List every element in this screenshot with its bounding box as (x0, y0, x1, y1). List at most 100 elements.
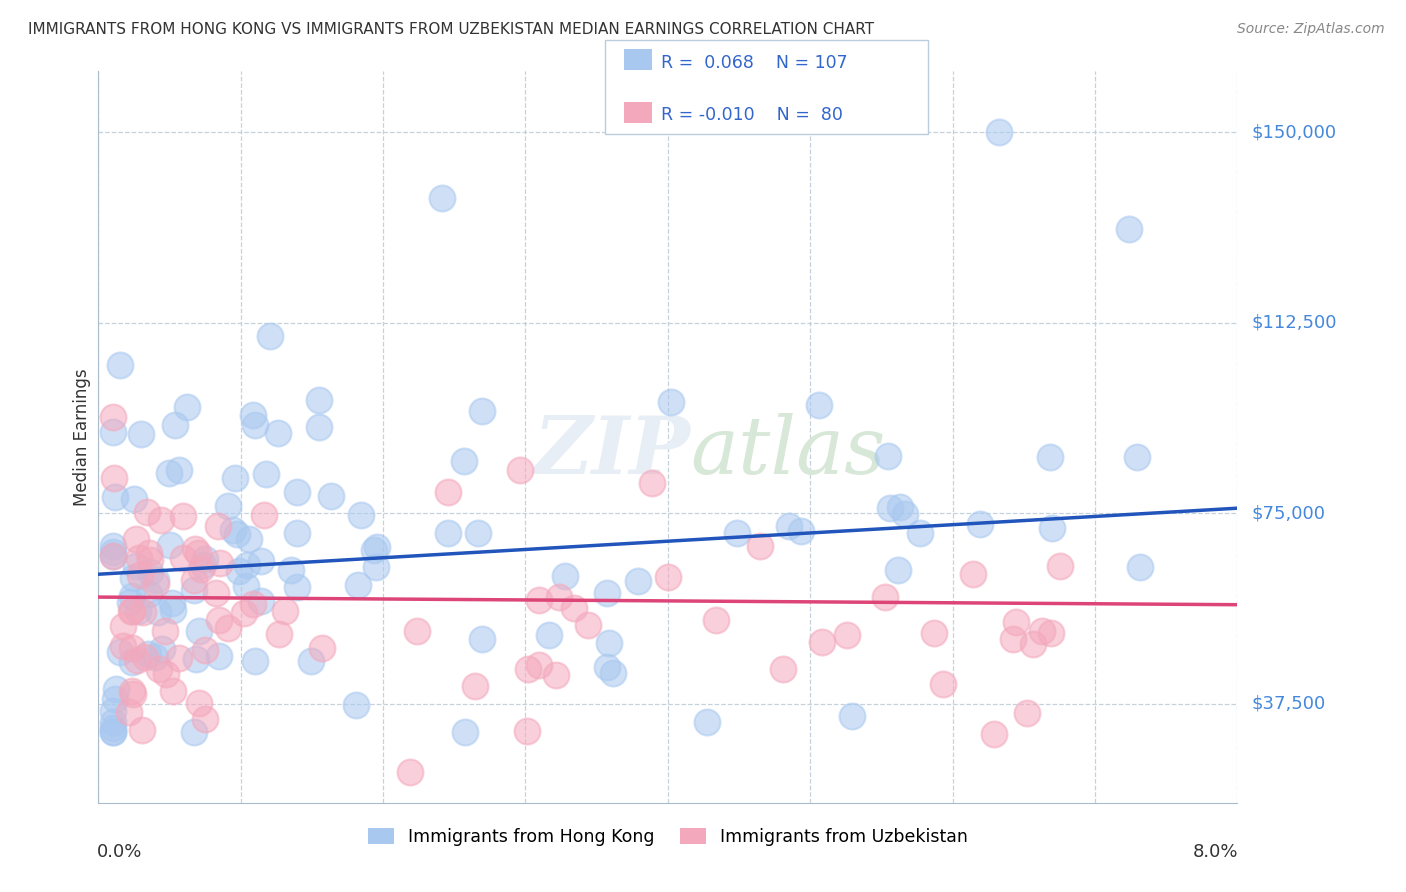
Point (876, 449, 898, 463)
Point (108, 359, 131, 373)
Point (983, 727, 1005, 741)
Point (562, 601, 585, 615)
Point (194, 712, 217, 726)
Point (471, 632, 494, 647)
Point (509, 463, 531, 477)
Point (163, 418, 186, 433)
Point (121, 684, 143, 698)
Point (125, 533, 148, 547)
Point (183, 574, 205, 588)
Point (167, 650, 190, 665)
Point (547, 590, 569, 604)
Point (190, 561, 212, 575)
Point (285, 484, 308, 499)
Point (150, 642, 173, 657)
Point (894, 507, 917, 521)
Point (136, 647, 159, 661)
Point (143, 650, 166, 665)
Point (101, 545, 124, 559)
Point (122, 571, 145, 585)
Point (250, 594, 273, 608)
Point (274, 603, 297, 617)
Point (748, 539, 770, 553)
Point (250, 554, 273, 568)
Point (344, 698, 367, 712)
Point (808, 398, 831, 412)
Point (103, 471, 125, 485)
Point (725, 526, 748, 541)
Point (242, 598, 264, 612)
Point (217, 499, 239, 513)
Point (138, 565, 160, 579)
Point (129, 426, 152, 441)
Point (101, 714, 124, 729)
Point (131, 723, 153, 737)
Point (145, 573, 167, 587)
Text: IMMIGRANTS FROM HONG KONG VS IMMIGRANTS FROM UZBEKISTAN MEDIAN EARNINGS CORRELAT: IMMIGRANTS FROM HONG KONG VS IMMIGRANTS … (28, 22, 875, 37)
Point (399, 765, 422, 780)
Point (987, 125, 1010, 139)
Point (962, 566, 984, 581)
Point (319, 489, 342, 503)
Point (254, 467, 277, 482)
Point (101, 724, 124, 739)
Point (187, 545, 209, 559)
Point (136, 505, 159, 519)
Point (1049, 558, 1071, 573)
Point (285, 580, 308, 594)
Point (554, 568, 576, 582)
Point (430, 191, 453, 205)
Point (157, 467, 180, 481)
Point (121, 640, 143, 655)
Point (529, 593, 551, 607)
Point (129, 568, 152, 582)
Point (1129, 560, 1152, 574)
Point (125, 558, 148, 573)
Point (128, 550, 150, 565)
Point (221, 523, 243, 537)
Text: Source: ZipAtlas.com: Source: ZipAtlas.com (1237, 22, 1385, 37)
Point (811, 634, 834, 648)
Point (696, 714, 718, 729)
Point (104, 691, 127, 706)
Point (194, 642, 217, 657)
Point (208, 556, 231, 570)
Point (111, 619, 134, 633)
Point (453, 724, 475, 739)
Text: atlas: atlas (690, 413, 886, 491)
Point (704, 613, 727, 627)
Point (908, 525, 931, 540)
Point (308, 393, 330, 408)
Point (308, 419, 330, 434)
Text: R =  0.068    N = 107: R = 0.068 N = 107 (661, 54, 848, 71)
Text: R = -0.010    N =  80: R = -0.010 N = 80 (661, 106, 842, 124)
Point (1031, 624, 1053, 639)
Point (101, 724, 124, 739)
Point (162, 603, 184, 617)
Point (224, 471, 246, 485)
Point (159, 538, 181, 552)
Point (184, 541, 207, 556)
Text: $150,000: $150,000 (1251, 123, 1336, 141)
Point (879, 500, 901, 515)
Point (299, 654, 322, 668)
Point (1002, 632, 1025, 647)
Point (267, 425, 290, 440)
Point (1125, 450, 1147, 464)
Point (453, 453, 475, 467)
Point (527, 658, 550, 673)
Point (121, 589, 143, 603)
Point (205, 585, 228, 599)
Point (118, 594, 141, 608)
Point (789, 524, 811, 539)
Point (537, 628, 560, 642)
Point (228, 565, 250, 579)
Point (1022, 637, 1045, 651)
Point (889, 500, 911, 515)
Point (101, 540, 124, 554)
Point (243, 418, 266, 433)
Point (138, 546, 160, 560)
Point (186, 652, 208, 666)
Point (875, 590, 897, 604)
Point (104, 681, 127, 696)
